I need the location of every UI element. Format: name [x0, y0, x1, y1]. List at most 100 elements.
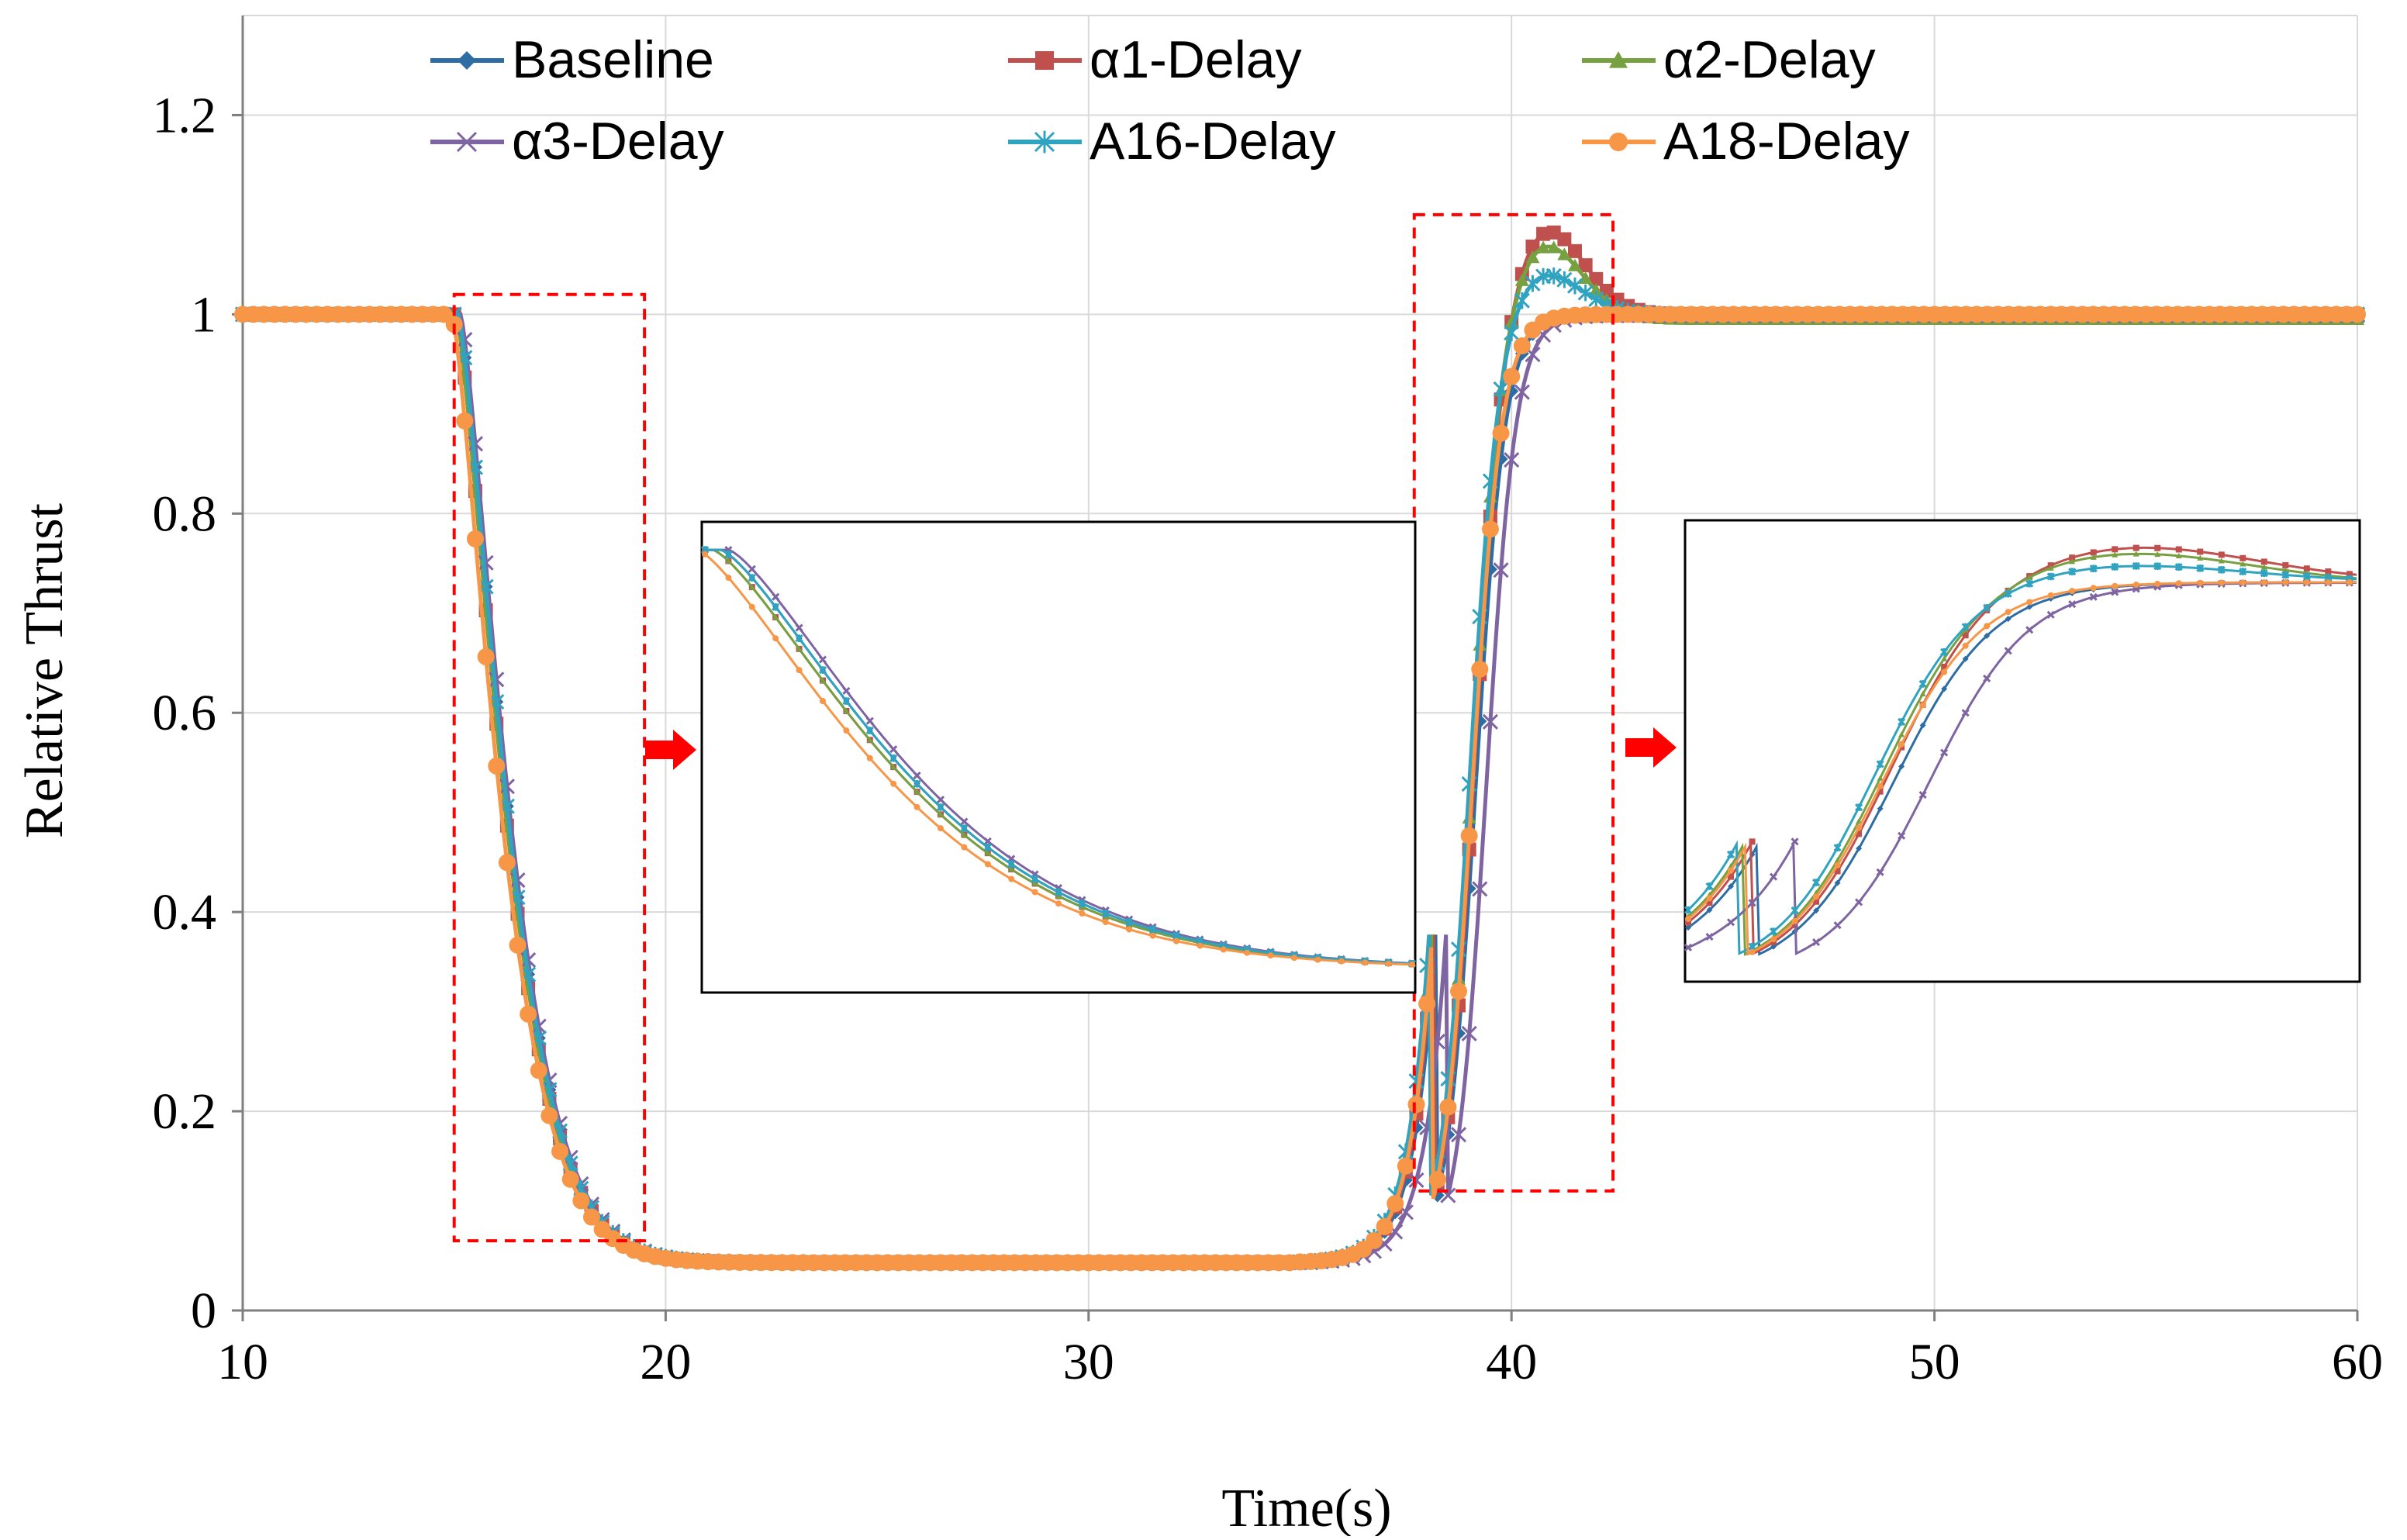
data-point: [1481, 520, 1499, 538]
data-point: [1493, 380, 1509, 398]
data-point: [499, 779, 515, 795]
data-point: [1834, 879, 1841, 886]
data-point: [2068, 600, 2077, 609]
data-point: [1031, 880, 1038, 886]
inset-series-line: [1687, 565, 2357, 955]
data-point: [1856, 830, 1863, 837]
x-tick-label: 10: [217, 1334, 268, 1390]
data-point: [795, 634, 803, 643]
data-point: [2046, 572, 2055, 581]
data-point: [2132, 582, 2139, 589]
data-point: [1748, 899, 1756, 907]
data-point: [2240, 579, 2246, 586]
data-point: [796, 645, 803, 652]
data-point: [960, 824, 969, 833]
data-point: [889, 754, 898, 762]
data-point: [818, 666, 827, 675]
data-point: [2025, 579, 2034, 588]
data-point: [772, 603, 780, 611]
series-A18-Delay: [234, 306, 2366, 1272]
data-point: [1919, 702, 1926, 709]
x-tick-label: 40: [1486, 1334, 1537, 1390]
data-point: [1578, 258, 1593, 273]
data-point: [1589, 283, 1604, 296]
data-point: [1705, 932, 1714, 941]
data-point: [1941, 668, 1948, 675]
data-point: [1525, 250, 1540, 264]
data-point: [1728, 882, 1735, 889]
data-point: [2112, 582, 2119, 589]
data-point: [1493, 562, 1509, 578]
data-point: [2069, 554, 2076, 561]
data-point: [866, 737, 873, 743]
data-point: [1685, 919, 1691, 926]
data-point: [1833, 844, 1842, 852]
data-point: [1609, 133, 1628, 151]
data-point: [1546, 240, 1561, 254]
data-point: [889, 745, 898, 754]
data-point: [1728, 867, 1735, 874]
data-point: [890, 764, 897, 770]
data-point: [725, 558, 732, 564]
data-point: [2004, 589, 2012, 598]
data-point: [2132, 561, 2140, 571]
data-point: [2111, 562, 2119, 571]
data-point: [1545, 268, 1562, 285]
y-tick-label: 0.6: [153, 685, 217, 741]
data-point: [2303, 565, 2310, 572]
data-point: [2005, 616, 2012, 623]
data-point: [1079, 910, 1086, 917]
data-point: [1728, 873, 1735, 880]
data-point: [843, 727, 850, 734]
data-point: [2281, 571, 2290, 579]
data-point: [1055, 900, 1062, 907]
data-point: [2196, 564, 2205, 572]
data-point: [2026, 599, 2033, 606]
data-point: [2325, 578, 2332, 585]
data-point: [1876, 760, 1884, 768]
data-point: [2047, 592, 2054, 599]
data-point: [818, 655, 827, 664]
y-tick-label: 1.2: [153, 87, 217, 143]
data-point: [2069, 558, 2076, 565]
data-point: [2260, 564, 2267, 570]
data-point: [2239, 567, 2247, 576]
data-point: [938, 811, 944, 817]
data-point: [1940, 748, 1949, 757]
data-point: [1461, 1025, 1477, 1042]
data-point: [1856, 824, 1863, 831]
data-point: [1876, 868, 1884, 876]
data-point: [1244, 949, 1251, 956]
data-point: [1385, 960, 1392, 967]
data-point: [1376, 1217, 1393, 1235]
data-point: [1536, 226, 1551, 241]
legend-label: Baseline: [512, 30, 714, 89]
highlight-box: [452, 292, 647, 1243]
data-point: [2089, 565, 2098, 573]
data-point: [1940, 647, 1949, 656]
data-point: [772, 614, 779, 620]
data-point: [1684, 906, 1693, 914]
legend-item: α2-Delay: [1582, 30, 1876, 89]
data-point: [1409, 961, 1415, 968]
data-point: [2217, 565, 2226, 574]
x-axis-label: Time(s): [1221, 1479, 1391, 1536]
data-point: [1035, 51, 1054, 70]
data-point: [498, 854, 516, 872]
data-point: [1961, 709, 1970, 717]
data-point: [1566, 277, 1583, 295]
data-point: [1791, 917, 1798, 924]
data-point: [2260, 558, 2267, 565]
data-point: [2026, 574, 2033, 580]
data-point: [1898, 731, 1905, 737]
data-point: [890, 780, 897, 787]
data-point: [2218, 579, 2225, 586]
data-point: [865, 716, 874, 725]
legend-label: α1-Delay: [1090, 30, 1302, 89]
data-point: [1482, 713, 1498, 730]
data-point: [1054, 888, 1063, 896]
data-point: [2025, 626, 2034, 634]
data-point: [2346, 578, 2353, 585]
data-point: [1450, 1127, 1467, 1143]
